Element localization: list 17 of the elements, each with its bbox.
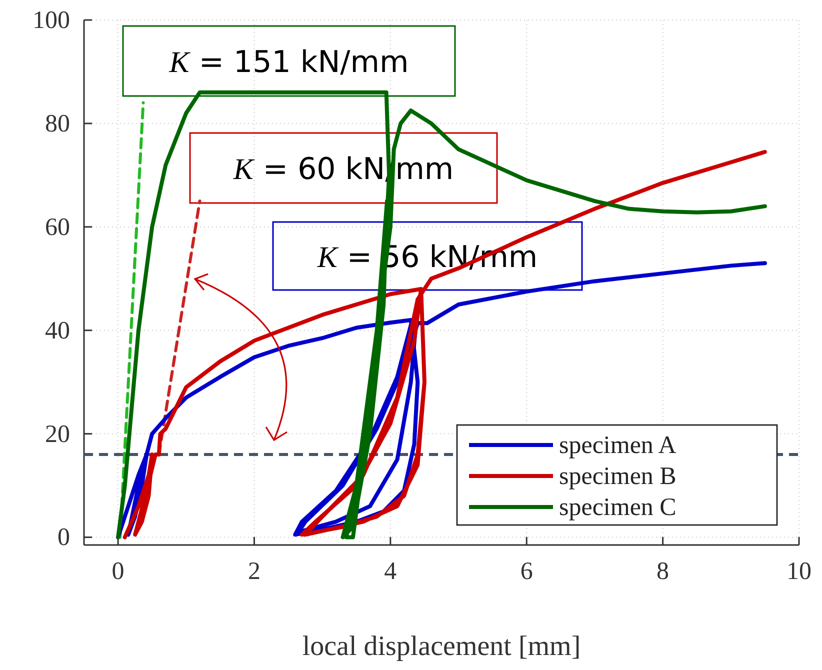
legend-label: specimen C [559,494,676,521]
y-tick-label: 60 [45,214,70,241]
x-tick-label: 6 [520,558,533,585]
y-tick-label: 0 [58,524,70,552]
x-tick-label: 2 [248,558,260,585]
x-tick-label: 10 [786,558,812,585]
x-axis-title: local displacement [mm] [302,631,581,662]
y-tick-label: 40 [45,317,70,344]
y-tick-label: 20 [45,420,70,448]
annotation: K = 151 kN/mm [168,45,409,80]
y-tick-label: 100 [32,7,70,34]
legend-label: specimen A [559,432,676,459]
y-tick-label: 80 [45,110,70,138]
x-tick-label: 4 [384,558,398,585]
x-tick-label: 8 [656,558,670,585]
legend-label: specimen B [559,463,676,490]
x-tick-label: 0 [112,558,124,585]
